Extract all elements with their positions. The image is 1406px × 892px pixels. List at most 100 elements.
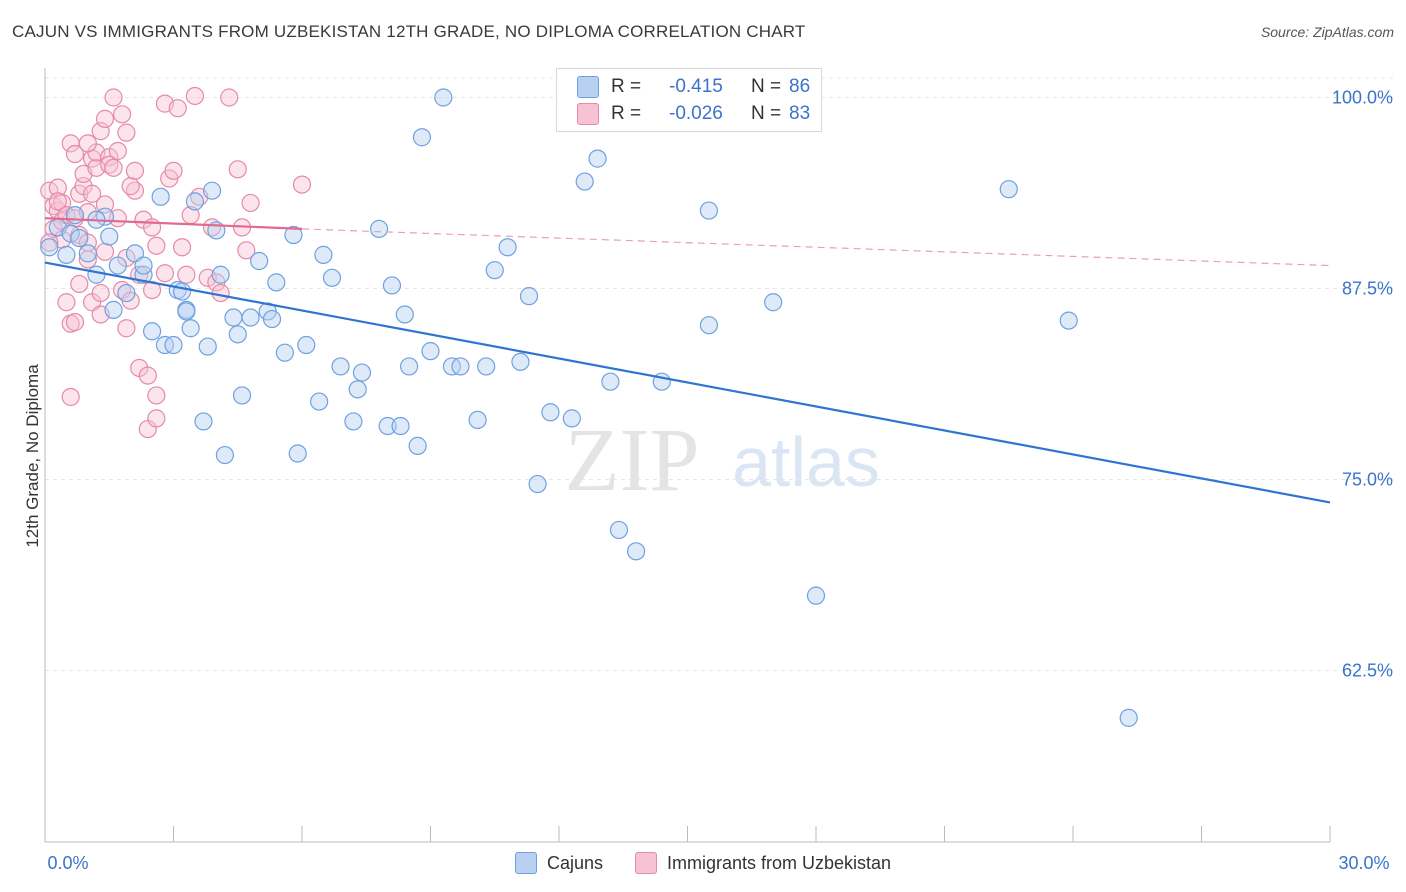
data-point-uzbekistan — [91, 283, 110, 303]
data-point-cajuns — [699, 316, 719, 335]
data-point-cajuns — [117, 283, 136, 303]
data-point-uzbekistan — [70, 274, 89, 294]
data-point-uzbekistan — [40, 233, 59, 252]
data-point-cajuns — [601, 372, 620, 391]
data-point-cajuns — [370, 219, 389, 239]
data-point-cajuns — [65, 206, 85, 225]
data-point-uzbekistan — [65, 144, 85, 164]
trend-line-uzbekistan — [44, 217, 303, 231]
data-point-cajuns — [288, 444, 307, 463]
data-point-cajuns — [588, 149, 607, 168]
data-point-cajuns — [485, 261, 504, 280]
data-point-cajuns — [395, 305, 414, 324]
data-point-cajuns — [314, 245, 333, 264]
data-point-uzbekistan — [237, 241, 256, 260]
x-min-label: 0.0% — [47, 853, 88, 873]
data-point-uzbekistan — [220, 88, 239, 107]
data-point-uzbekistan — [104, 88, 123, 107]
data-point-uzbekistan — [57, 293, 76, 312]
data-point-cajuns — [498, 238, 517, 257]
data-point-uzbekistan — [147, 386, 166, 405]
data-point-uzbekistan — [78, 250, 97, 269]
legend-item-cajuns: Cajuns — [514, 852, 603, 874]
legend-row-cajuns: R = -0.415 N = 86 — [577, 76, 810, 98]
data-point-uzbekistan — [177, 265, 196, 284]
y-tick-label: 62.5% — [1342, 661, 1393, 681]
data-point-cajuns — [70, 228, 89, 248]
data-point-cajuns — [408, 436, 427, 455]
data-point-cajuns — [104, 300, 123, 319]
data-point-cajuns — [202, 181, 222, 200]
data-point-uzbekistan — [104, 158, 123, 177]
y-tick-label: 75.0% — [1342, 470, 1393, 490]
series-legend: Cajuns Immigrants from Uzbekistan — [0, 852, 1406, 874]
data-point-cajuns — [562, 409, 581, 428]
watermark-atlas: atlas — [732, 423, 880, 501]
data-point-uzbekistan — [95, 242, 115, 261]
legend-label-uzbekistan: Immigrants from Uzbekistan — [666, 852, 892, 873]
data-point-cajuns — [262, 309, 282, 329]
data-point-cajuns — [477, 357, 496, 376]
data-point-uzbekistan — [147, 409, 166, 428]
data-point-cajuns — [322, 268, 342, 287]
legend-swatch-uzbekistan — [577, 103, 599, 125]
y-axis-label: 12th Grade, No Diploma — [23, 364, 42, 548]
legend-row-uzbekistan: R = -0.026 N = 83 — [577, 103, 810, 125]
data-point-uzbekistan — [108, 141, 127, 161]
data-point-cajuns — [185, 192, 205, 211]
data-point-cajuns — [275, 343, 294, 362]
data-point-cajuns — [164, 335, 183, 355]
legend-swatch-uzbekistan — [634, 852, 657, 874]
data-point-cajuns — [519, 287, 539, 306]
stats-legend: R = -0.415 N = 86 R = -0.026 N = 83 — [556, 68, 822, 132]
grid-lines — [45, 77, 1393, 671]
data-point-cajuns — [699, 201, 719, 220]
data-point-cajuns — [382, 276, 402, 295]
data-point-cajuns — [764, 293, 783, 312]
axes — [44, 68, 1331, 843]
data-point-cajuns — [310, 392, 329, 411]
data-point-uzbekistan — [83, 184, 102, 203]
data-point-uzbekistan — [147, 236, 166, 255]
data-point-cajuns — [421, 342, 440, 361]
data-point-cajuns — [344, 412, 363, 431]
data-point-cajuns — [1059, 311, 1078, 330]
legend-swatch-cajuns — [514, 852, 537, 874]
data-point-cajuns — [87, 265, 106, 284]
series-cajuns — [40, 88, 1138, 727]
legend-n-value: 86 — [789, 76, 811, 97]
data-point-cajuns — [177, 302, 196, 321]
data-point-uzbekistan — [185, 86, 205, 106]
data-point-cajuns — [78, 244, 97, 263]
data-point-uzbekistan — [117, 123, 136, 142]
data-point-uzbekistan — [138, 366, 157, 385]
legend-r-value: -0.026 — [669, 103, 723, 124]
data-point-cajuns — [999, 180, 1018, 199]
legend-n-value: 83 — [789, 103, 811, 124]
data-point-cajuns — [181, 319, 200, 338]
data-point-cajuns — [528, 474, 547, 494]
data-point-cajuns — [108, 256, 127, 275]
data-point-cajuns — [434, 88, 453, 107]
data-point-cajuns — [194, 412, 213, 431]
data-point-cajuns — [40, 238, 59, 257]
legend-r-value: -0.415 — [669, 76, 723, 97]
data-point-uzbekistan — [78, 134, 97, 153]
data-point-cajuns — [57, 245, 76, 264]
data-point-uzbekistan — [48, 192, 67, 211]
data-point-cajuns — [134, 265, 153, 284]
data-point-cajuns — [541, 403, 560, 422]
legend-n-label: N = — [751, 103, 782, 124]
data-point-cajuns — [211, 265, 230, 284]
watermark: ZIP atlas — [565, 411, 880, 510]
data-point-uzbekistan — [155, 264, 175, 283]
data-point-uzbekistan — [112, 105, 132, 124]
data-point-cajuns — [806, 586, 826, 605]
data-point-cajuns — [451, 357, 470, 376]
data-point-cajuns — [609, 520, 629, 540]
data-point-cajuns — [241, 308, 260, 327]
data-point-cajuns — [267, 273, 286, 292]
data-point-uzbekistan — [65, 313, 85, 332]
chart-title: CAJUN VS IMMIGRANTS FROM UZBEKISTAN 12TH… — [12, 22, 806, 41]
